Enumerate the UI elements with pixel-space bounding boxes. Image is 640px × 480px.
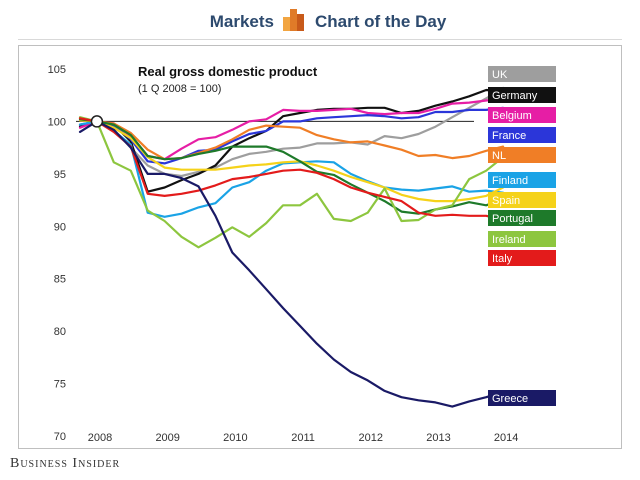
chart-frame: [18, 45, 622, 449]
x-tick-label: 2011: [291, 432, 315, 444]
legend-swatch-finland: [488, 172, 556, 188]
logo-bar-3: [297, 14, 304, 31]
legend-swatch-spain: [488, 192, 556, 208]
legend-swatch-uk: [488, 66, 556, 82]
y-tick-label: 105: [48, 64, 66, 76]
y-tick-label: 95: [54, 169, 66, 181]
series-line-greece: [78, 120, 505, 408]
x-tick-label: 2009: [155, 432, 179, 444]
brand-footer: Business Insider: [10, 456, 121, 471]
x-tick-label: 2013: [426, 432, 450, 444]
x-tick-label: 2014: [494, 432, 518, 444]
legend-swatch-italy: [488, 250, 556, 266]
legend-swatch-ireland: [488, 231, 556, 247]
y-tick-label: 75: [54, 379, 66, 391]
chart-title: Real gross domestic product: [138, 64, 318, 79]
series-line-nl: [78, 117, 505, 161]
logo-bar-2: [290, 9, 297, 31]
legend-label-ireland: Ireland: [492, 234, 526, 246]
series-line-italy: [78, 117, 505, 222]
y-tick-label: 80: [54, 326, 66, 338]
legend-swatch-portugal: [488, 210, 556, 226]
chart-subtitle: (1 Q 2008 = 100): [138, 83, 221, 95]
bar-logo-icon: [283, 9, 304, 31]
legend-label-italy: Italy: [492, 253, 513, 265]
legend-label-spain: Spain: [492, 195, 520, 207]
legend-swatch-greece: [488, 390, 556, 406]
legend-label-france: France: [492, 130, 526, 142]
chart-header: Markets Chart of the Day: [0, 0, 640, 40]
series-line-spain: [78, 119, 505, 203]
series-line-france: [78, 106, 505, 165]
legend-label-germany: Germany: [492, 90, 538, 102]
x-tick-label: 2008: [88, 432, 112, 444]
legend-label-nl: NL: [492, 150, 506, 162]
legend-label-portugal: Portugal: [492, 213, 533, 225]
y-tick-label: 90: [54, 221, 66, 233]
legend-swatch-nl: [488, 147, 556, 163]
x-tick-label: 2012: [359, 432, 383, 444]
legend-swatch-belgium: [488, 107, 556, 123]
y-tick-label: 85: [54, 274, 66, 286]
base-point-marker: [90, 115, 104, 128]
logo-bar-1: [283, 17, 290, 31]
legend-swatch-germany: [488, 87, 556, 103]
legend-label-finland: Finland: [492, 175, 528, 187]
series-line-germany: [78, 88, 505, 193]
y-tick-label: 70: [54, 431, 66, 443]
feature-label: Chart of the Day: [315, 12, 447, 31]
legend-label-belgium: Belgium: [492, 110, 532, 122]
legend-swatch-france: [488, 127, 556, 143]
legend-label-uk: UK: [492, 69, 508, 81]
y-tick-label: 100: [48, 116, 66, 128]
series-line-uk: [78, 86, 505, 178]
series-line-ireland: [78, 116, 505, 249]
header-divider: [18, 39, 622, 40]
section-label: Markets: [209, 12, 274, 31]
legend-label-greece: Greece: [492, 393, 528, 405]
x-tick-label: 2010: [223, 432, 247, 444]
